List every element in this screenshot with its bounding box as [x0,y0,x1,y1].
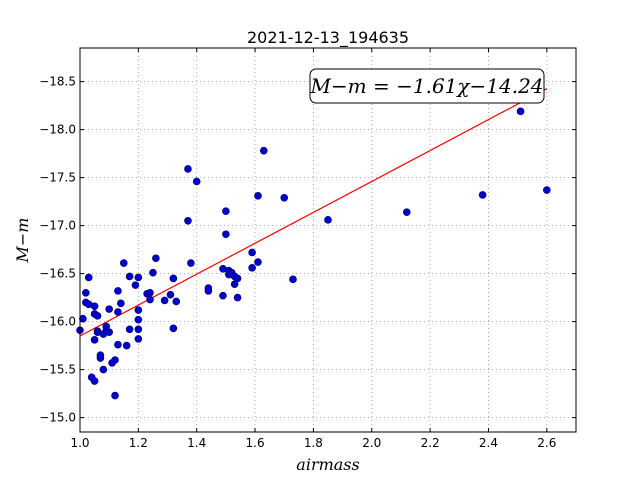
data-point [289,275,297,284]
data-point [166,290,175,299]
data-point [192,177,201,186]
data-point [125,272,134,281]
data-point [478,191,487,199]
fit-equation-box: M−m = −1.61χ−14.24 [309,68,545,104]
data-point [516,107,525,116]
data-point [90,336,99,344]
y-tick-labels: −15.0 −15.5 −16.0 −16.5 −17.0 −17.5 −18.0 −18.5 [39,75,76,425]
y-tick-label: −15.5 [39,363,76,377]
data-point [219,291,227,300]
data-point [134,335,143,343]
data-point [184,217,192,225]
data-point [105,305,113,313]
y-axis-label: M−m [13,218,32,264]
data-point [96,351,105,360]
data-point [146,288,154,297]
data-point [93,312,102,320]
data-point [117,299,125,308]
x-tick-label: 2.6 [537,436,556,450]
data-point [134,315,143,324]
data-point [204,287,213,295]
data-point [543,186,551,194]
fit-line-group [79,88,548,337]
x-tick-label: 2.0 [362,436,381,450]
data-point [82,288,90,297]
y-tick-label: −18.5 [39,75,76,89]
data-point [187,259,195,267]
grid [79,48,576,432]
fit-line [79,88,548,337]
x-axis-label: airmass [296,455,359,474]
scatter-points [76,91,551,400]
data-point [149,268,157,277]
y-tick-label: −17.0 [39,219,76,233]
data-point [222,230,230,239]
x-tick-label: 1.0 [70,436,89,450]
data-point [280,193,289,202]
data-point [172,297,181,306]
data-point [233,293,242,302]
x-tick-label: 1.8 [304,436,323,450]
y-tick-label: −17.5 [39,171,76,185]
data-point [402,208,411,216]
data-point [160,296,169,305]
data-point [134,273,143,282]
x-tick-labels: 1.0 1.2 1.4 1.6 1.8 2.0 2.2 2.4 2.6 [70,436,556,450]
data-point [146,295,154,304]
data-point [254,258,262,266]
data-point [248,264,256,272]
data-point [233,274,242,283]
data-point [84,273,93,282]
x-tick-label: 2.4 [479,436,498,450]
axis-ticks [79,48,576,432]
data-point [222,207,230,215]
data-point [90,377,99,385]
plot-frame [79,47,577,433]
y-tick-label: −16.0 [39,315,76,329]
data-point [134,306,143,314]
data-point [248,248,256,257]
data-point [131,281,140,289]
data-point [105,328,113,336]
data-point [324,216,332,224]
data-point [169,324,178,333]
y-tick-label: −15.0 [39,411,76,425]
fit-equation-label: M−m = −1.61χ−14.24 [309,74,543,98]
data-point [260,146,268,155]
data-point [254,192,262,200]
data-point [111,391,119,400]
data-point [99,365,108,374]
y-tick-label: −18.0 [39,123,76,137]
data-point [114,287,122,295]
x-tick-label: 1.6 [246,436,265,450]
x-tick-label: 1.4 [187,436,206,450]
data-point [169,274,178,283]
chart-title: 2021-12-13_194635 [247,28,409,48]
data-point [184,165,192,173]
x-tick-label: 1.2 [129,436,148,450]
data-point [79,314,87,323]
data-point [114,308,122,316]
data-point [90,302,99,311]
x-tick-label: 2.2 [421,436,440,450]
data-point [134,325,143,334]
data-point [125,325,134,334]
y-tick-label: −16.5 [39,267,76,281]
data-point [114,340,122,349]
data-point [122,341,131,350]
data-point [111,356,119,364]
data-point [119,259,128,267]
data-point [152,254,160,263]
